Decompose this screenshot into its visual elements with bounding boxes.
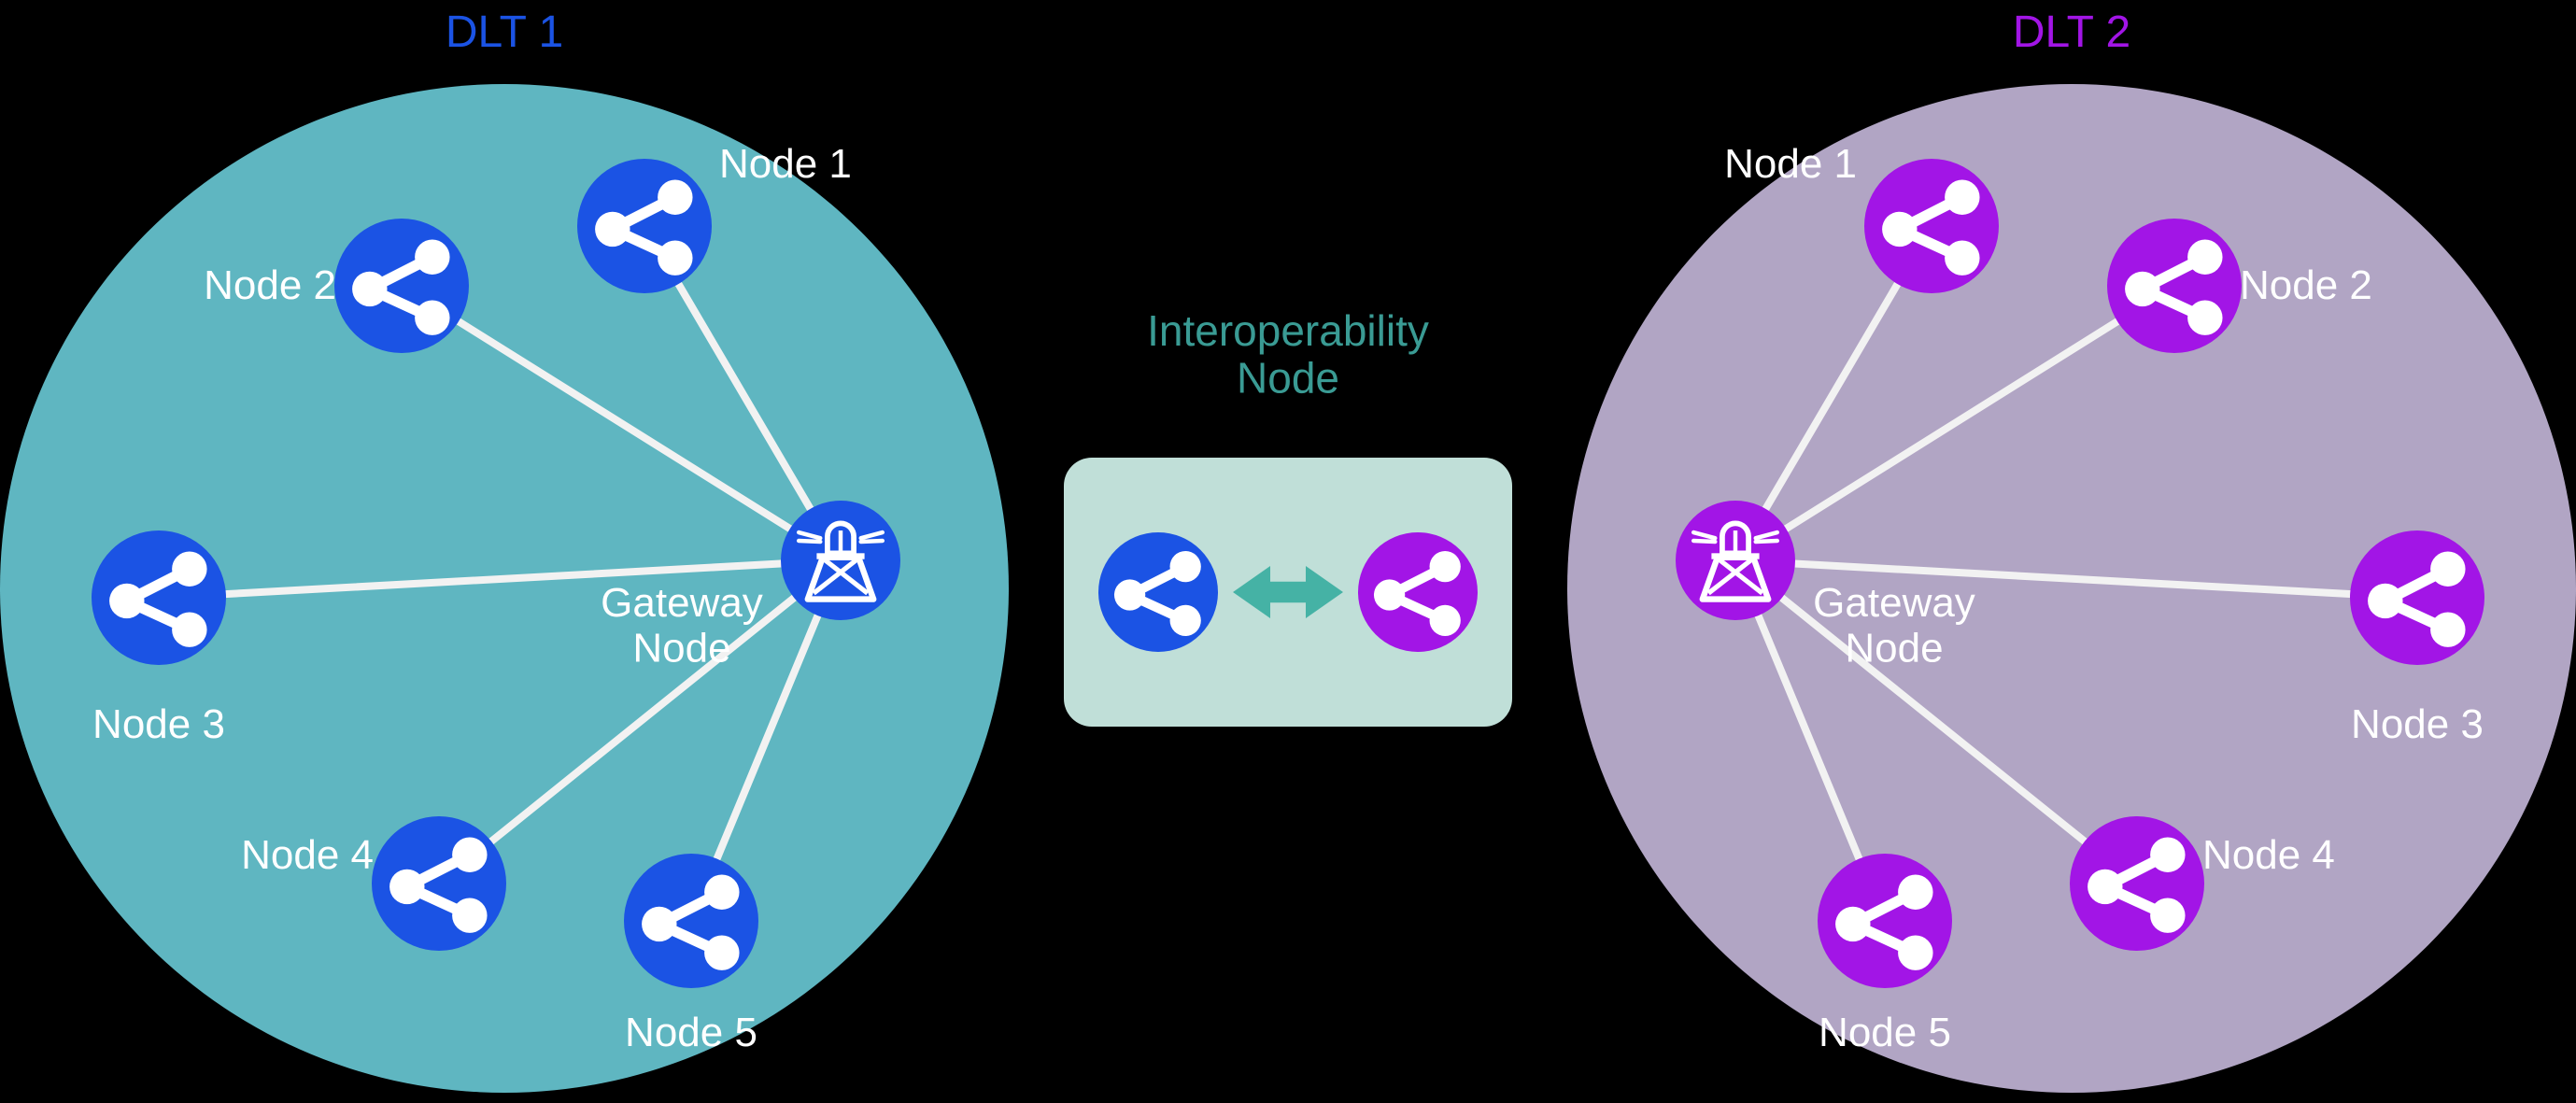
- node-label: Node 2: [204, 262, 336, 308]
- network-node: [1864, 159, 1999, 293]
- dlt-title: DLT 2: [2013, 7, 2130, 57]
- network-node: [92, 530, 226, 665]
- network-node: [577, 159, 712, 293]
- node-label: Node 3: [92, 701, 225, 747]
- network-node: [624, 854, 758, 988]
- network-node: [334, 219, 469, 353]
- network-node: [372, 816, 506, 951]
- network-node: [2107, 219, 2242, 353]
- gateway-node: [781, 501, 900, 620]
- interop-right-node: [1358, 532, 1478, 652]
- node-label: Node 2: [2240, 262, 2372, 308]
- node-label: Node 4: [2202, 832, 2335, 878]
- interop-left-node: [1098, 532, 1218, 652]
- node-label: Node 4: [241, 832, 374, 878]
- node-label: Node 1: [719, 141, 852, 187]
- network-node: [1818, 854, 1952, 988]
- interop-title: InteroperabilityNode: [1147, 306, 1429, 403]
- node-label: Node 3: [2351, 701, 2484, 747]
- node-label: Node 5: [1819, 1010, 1951, 1055]
- gateway-node: [1676, 501, 1795, 620]
- network-node: [2070, 816, 2204, 951]
- dlt-title: DLT 1: [446, 7, 563, 57]
- node-label: Node 1: [1724, 141, 1857, 187]
- network-node: [2350, 530, 2484, 665]
- node-label: Node 5: [625, 1010, 757, 1055]
